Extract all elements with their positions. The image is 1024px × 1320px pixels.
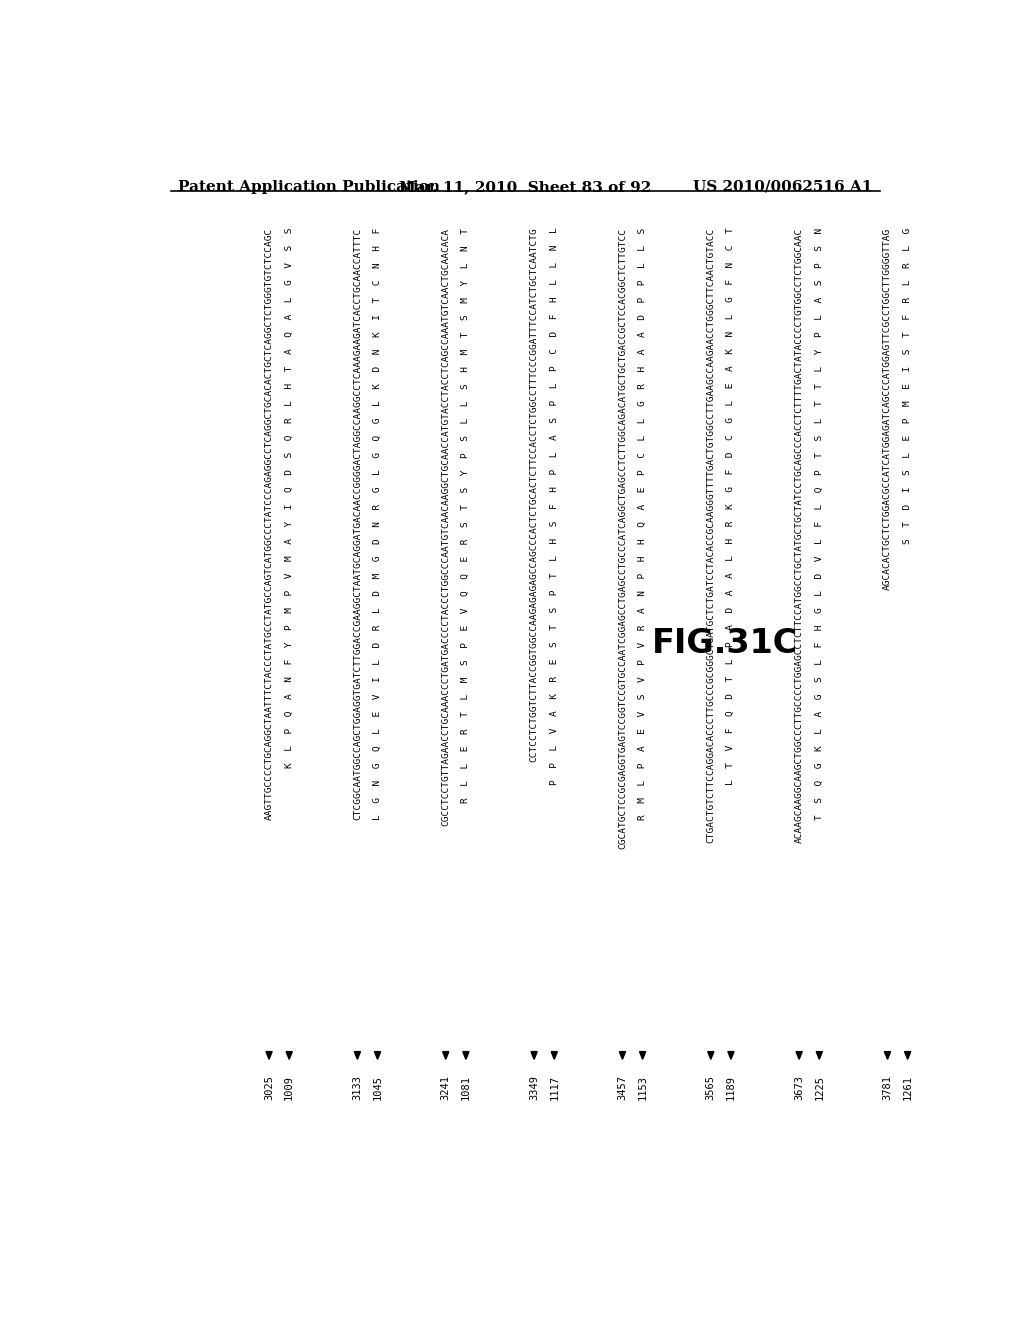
Polygon shape xyxy=(354,1052,360,1059)
Text: 3781: 3781 xyxy=(883,1074,893,1100)
Text: US 2010/0062516 A1: US 2010/0062516 A1 xyxy=(692,180,872,194)
Text: 3133: 3133 xyxy=(352,1074,362,1100)
Text: R  L  L  E  R  T  L  M  S  P  E  V  Q  Q  E  R  S  T  S  Y  P  S  L  L  S  H  M : R L L E R T L M S P E V Q Q E R S T S Y … xyxy=(462,227,470,803)
Text: 3241: 3241 xyxy=(440,1074,451,1100)
Text: S  T  D  I  S  L  E  P  M  E  I  S  T  F  R  L  R  L  G: S T D I S L E P M E I S T F R L R L G xyxy=(903,227,912,544)
Polygon shape xyxy=(708,1052,714,1059)
Polygon shape xyxy=(286,1052,292,1059)
Polygon shape xyxy=(620,1052,626,1059)
Text: L  T  V  F  Q  D  T  L  P  A  D  A  A  L  H  R  K  G  F  D  C  G  L  E  A  K  N : L T V F Q D T L P A D A A L H R K G F D … xyxy=(726,227,735,785)
Text: CTCGGCAATGGCCAGCTGGAGGTGATCTTGGACCGAAGGCTAATGCAGGATGACAACCGGGGACTAGGCCAAGGCCTCAA: CTCGGCAATGGCCAGCTGGAGGTGATCTTGGACCGAAGGC… xyxy=(353,227,361,820)
Text: 1009: 1009 xyxy=(285,1074,294,1100)
Text: K  L  P  Q  A  N  F  Y  P  M  P  V  M  A  Y  I  Q  D  S  Q  R  L  H  T  A  Q  A : K L P Q A N F Y P M P V M A Y I Q D S Q … xyxy=(285,227,294,768)
Text: T  S  Q  G  K  L  A  G  S  L  F  H  G  L  D  V  L  F  L  Q  P  T  S  L  T  T  L : T S Q G K L A G S L F H G L D V L F L Q … xyxy=(815,227,823,820)
Text: P  P  L  V  A  K  R  E  S  T  S  P  T  L  H  S  F  H  P  L  A  S  P  L  P  C  D : P P L V A K R E S T S P T L H S F H P L … xyxy=(550,227,559,785)
Text: 1117: 1117 xyxy=(549,1074,559,1100)
Text: 1189: 1189 xyxy=(726,1074,736,1100)
Text: AAGTTGCCCCTGCAGGCTAATTTCTACCCTATGCCTATGCCAGTCATGGCCCTATCCCAGAGGCCTCAGGCTGCACACTG: AAGTTGCCCCTGCAGGCTAATTTCTACCCTATGCCTATGC… xyxy=(264,227,273,820)
Text: 1225: 1225 xyxy=(814,1074,824,1100)
Polygon shape xyxy=(640,1052,646,1059)
Text: ACAAGCAAGGCAAGCTGGCCCTTGCCCCTGGAGCCTCTTCCATGGCCTGCTATGCTGCTATCCTGCAGCCCACCTCTTTT: ACAAGCAAGGCAAGCTGGCCCTTGCCCCTGGAGCCTCTTC… xyxy=(795,227,804,843)
Text: AGCACACTGCTCTGGACGCCATCATGGAGATCAGCCCATGGAGTTCGCCTGGCTTGGGGTTAG: AGCACACTGCTCTGGACGCCATCATGGAGATCAGCCCATG… xyxy=(883,227,892,590)
Text: 3025: 3025 xyxy=(264,1074,274,1100)
Text: L  G  N  G  Q  L  E  V  I  L  D  R  L  D  M  G  D  N  R  G  L  G  Q  G  L  K  D : L G N G Q L E V I L D R L D M G D N R G … xyxy=(373,227,382,820)
Text: 1153: 1153 xyxy=(638,1074,647,1100)
Text: 3457: 3457 xyxy=(617,1074,628,1100)
Text: R  M  L  P  A  E  V  S  V  P  V  R  A  N  P  H  H  Q  A  E  P  C  L  L  G  R  H : R M L P A E V S V P V R A N P H H Q A E … xyxy=(638,227,647,820)
Polygon shape xyxy=(531,1052,538,1059)
Polygon shape xyxy=(904,1052,910,1059)
Text: FIG.31C: FIG.31C xyxy=(651,627,798,660)
Text: 1045: 1045 xyxy=(373,1074,383,1100)
Polygon shape xyxy=(463,1052,469,1059)
Text: 3565: 3565 xyxy=(706,1074,716,1100)
Text: 3349: 3349 xyxy=(529,1074,539,1100)
Text: Patent Application Publication: Patent Application Publication xyxy=(178,180,440,194)
Polygon shape xyxy=(816,1052,822,1059)
Polygon shape xyxy=(266,1052,272,1059)
Text: 1261: 1261 xyxy=(902,1074,912,1100)
Text: CTGACTGTCTTCCAGGACACCCTTGCCCGCGGGCTGATGCTCTGATCCTACACCGCAAGGGTTTTGACTGTGGCCTTGAA: CTGACTGTCTTCCAGGACACCCTTGCCCGCGGGCTGATGC… xyxy=(707,227,716,843)
Polygon shape xyxy=(375,1052,381,1059)
Polygon shape xyxy=(728,1052,734,1059)
Text: 3673: 3673 xyxy=(795,1074,804,1100)
Text: CGCCTCCTGTTAGAACCTGCAAACCCTGATGACCCCTACCCTGGCCCAATGTCAACAAGGCTGCAACCATGTACCTACCT: CGCCTCCTGTTAGAACCTGCAAACCCTGATGACCCCTACC… xyxy=(441,227,451,826)
Polygon shape xyxy=(442,1052,449,1059)
Text: Mar. 11, 2010  Sheet 83 of 92: Mar. 11, 2010 Sheet 83 of 92 xyxy=(398,180,651,194)
Text: 1081: 1081 xyxy=(461,1074,471,1100)
Polygon shape xyxy=(551,1052,557,1059)
Text: CCTCCTCTGGTCTTACCGGTGGCCAAGAGAGAGCCAGCCCACTCTGCACTCTTCCACCTCTGGCCTTTCCCGGATTTCCA: CCTCCTCTGGTCTTACCGGTGGCCAAGAGAGAGCCAGCCC… xyxy=(529,227,539,763)
Text: CGCATGCTCCGCGAGGTGAGTCCGGTCCGTGCCAATCGGAGCCTGAGCCTGCCCATCAGGCTGAGCCTCTTGGCAGACAT: CGCATGCTCCGCGAGGTGAGTCCGGTCCGTGCCAATCGGA… xyxy=(617,227,627,849)
Polygon shape xyxy=(796,1052,802,1059)
Polygon shape xyxy=(885,1052,891,1059)
